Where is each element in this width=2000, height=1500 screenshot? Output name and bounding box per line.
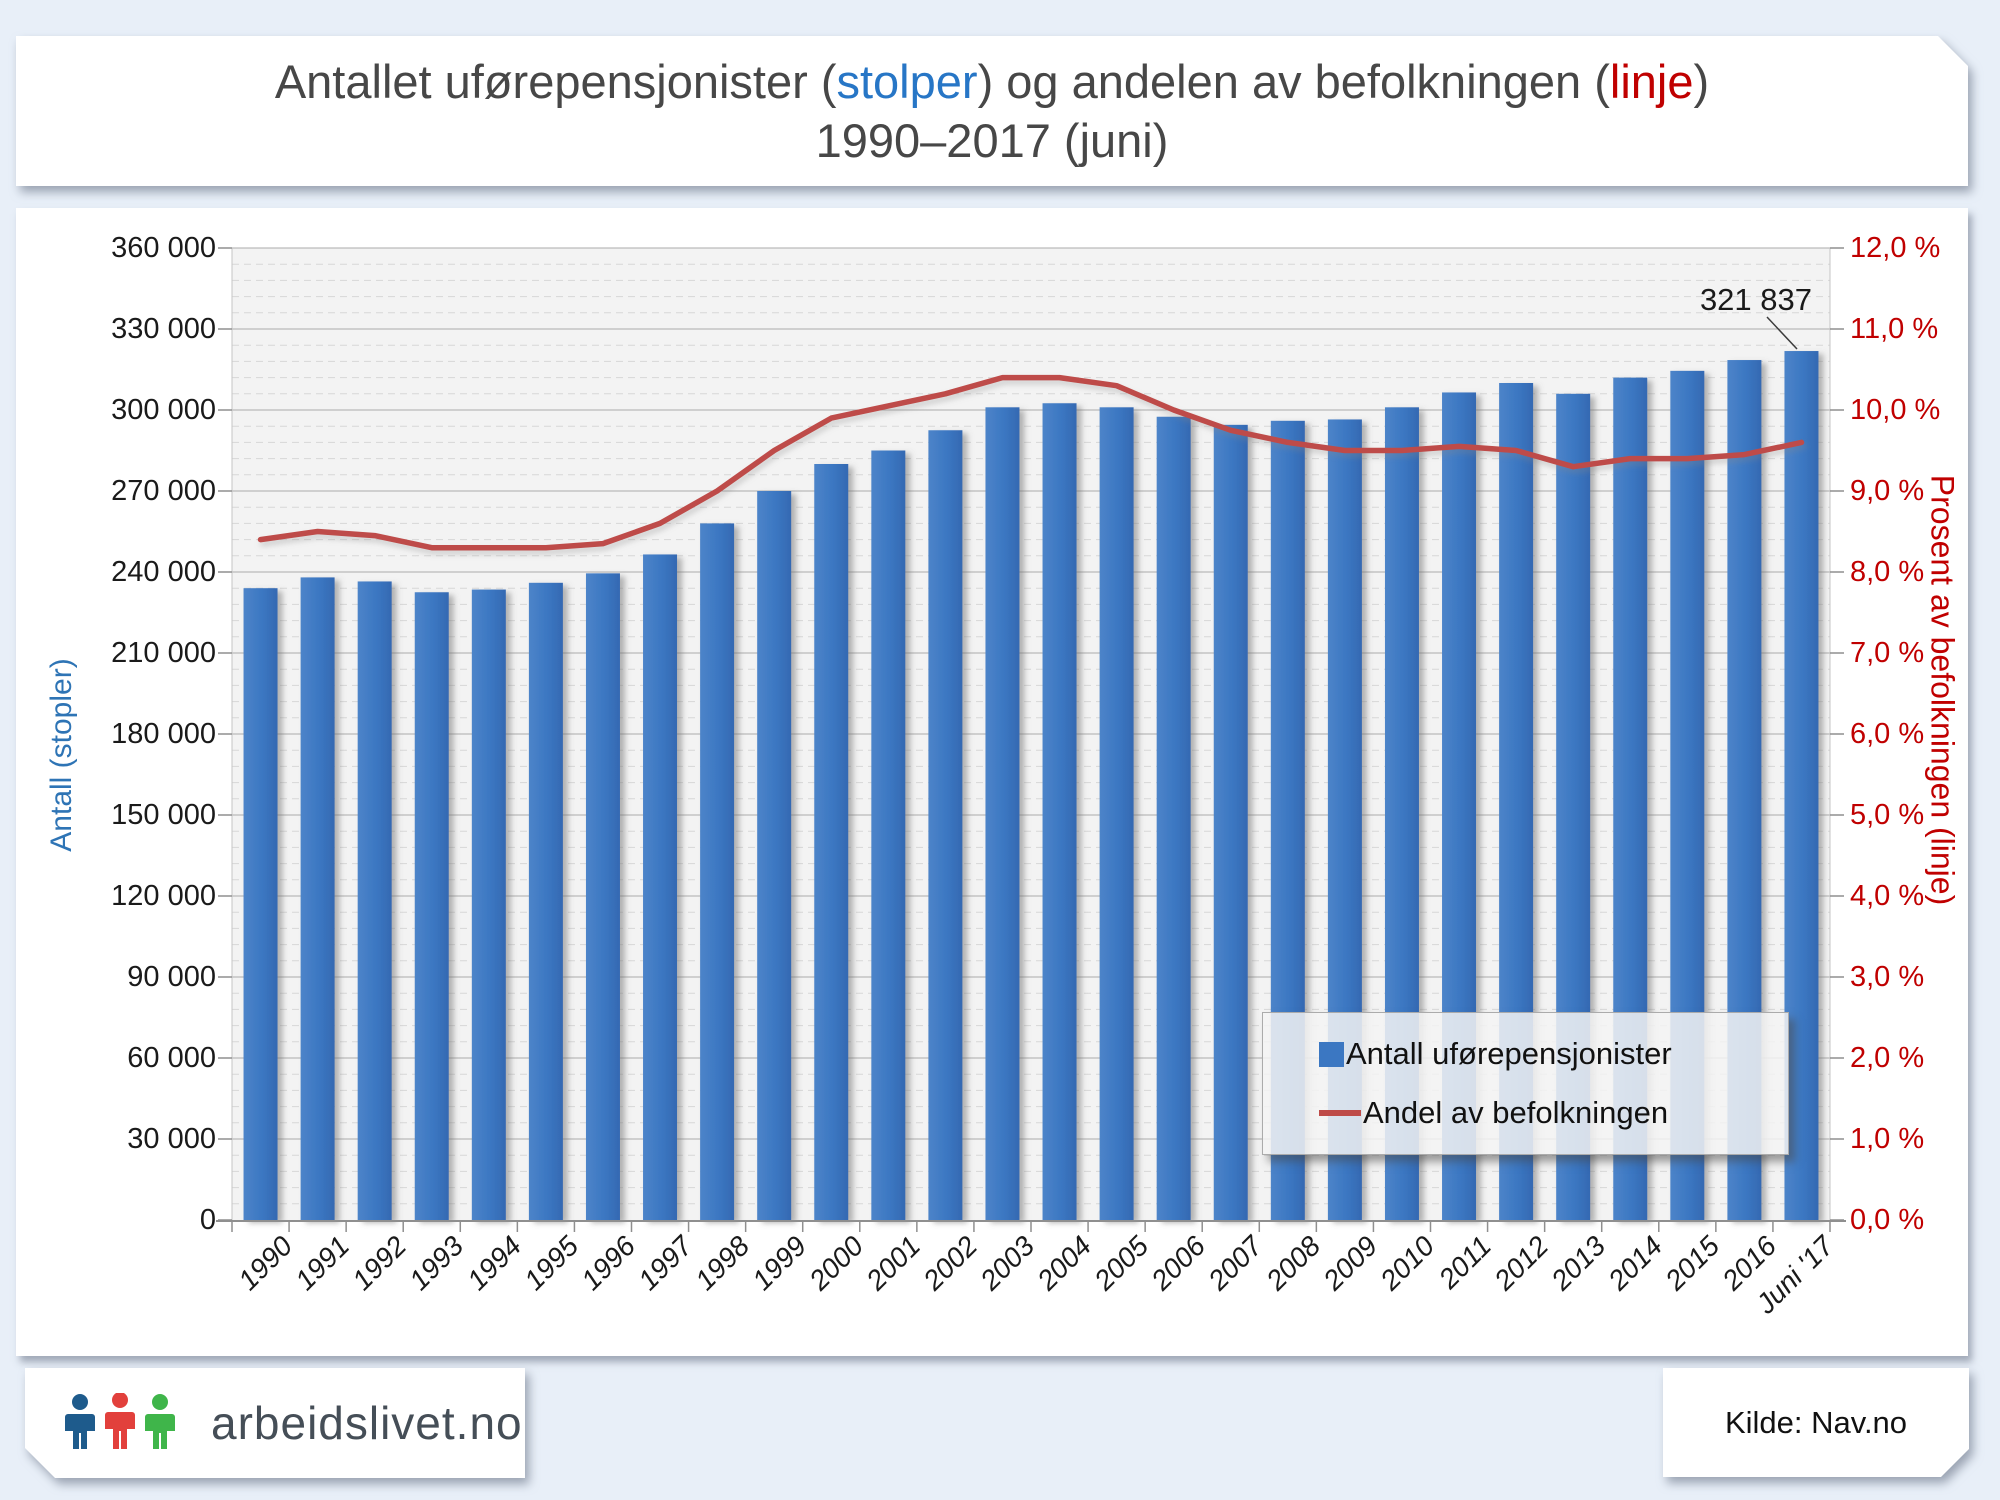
right-tick-label: 3,0 % [1850,961,1925,993]
title-part1: Antallet uførepensjonister ( [274,55,837,108]
person-icon-blue [65,1394,95,1449]
bar-1991 [300,577,335,1220]
bar-series-marker [1319,1041,1344,1067]
bar-2005 [1099,407,1134,1220]
bar-1990 [243,588,278,1220]
left-tick-label: 90 000 [127,961,216,993]
right-axis-title: Prosent av befolkningen (linje) [1924,474,1961,906]
bar-1995 [528,582,563,1220]
title-stolper-accent: stolper [836,55,978,108]
legend-item-bars: Antall uførepensjonister [1319,1036,1788,1072]
left-tick-label: 300 000 [111,394,216,426]
left-tick-label: 60 000 [127,1042,216,1074]
bar-2004 [1042,403,1077,1220]
right-tick-label: 8,0 % [1850,556,1925,588]
right-tick-label: 10,0 % [1850,394,1941,426]
bar-1996 [585,573,620,1220]
bar-1994 [471,589,506,1220]
right-tick-label: 5,0 % [1850,799,1925,831]
person-icon-red [105,1393,135,1449]
right-tick-label: 6,0 % [1850,718,1925,750]
legend-label-bars: Antall uførepensjonister [1346,1036,1672,1071]
right-tick-label: 0,0 % [1850,1204,1925,1236]
left-axis-title: Antall (stopler) [45,658,78,852]
left-tick-label: 150 000 [111,799,216,831]
bar-2007 [1213,424,1248,1221]
chart-title-line2: 1990–2017 (juni) [815,114,1169,167]
left-tick-label: 0 [199,1204,216,1236]
line-series-marker [1319,1110,1361,1116]
right-tick-label: 11,0 % [1850,313,1939,345]
left-tick-label: 210 000 [111,637,216,669]
title-part3: ) [1693,55,1710,108]
data-label-annotation: 321 837 [1699,282,1812,317]
annotation-leader-line [1766,316,1798,350]
legend: Antall uførepensjonister Andel av befolk… [1262,1012,1789,1155]
legend-label-line: Andel av befolkningen [1363,1095,1669,1130]
logo-card: arbeidslivet.no [25,1368,525,1478]
bar-1997 [643,554,678,1220]
right-tick-label: 1,0 % [1850,1123,1925,1155]
bar-Juni '17 [1784,351,1819,1220]
legend-item-line: Andel av befolkningen [1319,1095,1788,1131]
bar-2002 [928,430,963,1220]
right-tick-label: 2,0 % [1850,1042,1925,1074]
title-card: Antallet uførepensjonister (stolper) og … [16,36,1968,186]
left-tick-label: 270 000 [111,475,216,507]
left-tick-label: 120 000 [111,880,216,912]
bar-1998 [700,523,735,1220]
percent-line [257,374,1805,551]
left-tick-label: 180 000 [111,718,216,750]
bar-1992 [357,581,392,1220]
logo-text: arbeidslivet.no [211,1397,523,1449]
chart-title-line1: Antallet uførepensjonister (stolper) og … [16,36,1968,111]
source-card: Kilde: Nav.no [1663,1368,1969,1477]
bar-2001 [871,450,906,1220]
right-tick-label: 7,0 % [1850,637,1925,669]
bar-2003 [985,407,1020,1220]
source-text: Kilde: Nav.no [1724,1404,1908,1440]
people-logo-icon [63,1393,189,1453]
bar-1993 [414,592,449,1220]
left-tick-label: 240 000 [111,556,216,588]
title-linje-accent: linje [1609,55,1694,108]
left-tick-label: 360 000 [111,232,216,264]
right-tick-label: 12,0 % [1850,232,1941,264]
bar-2000 [814,464,849,1220]
person-icon-green [145,1394,175,1449]
left-tick-label: 330 000 [111,313,216,345]
right-tick-label: 9,0 % [1850,475,1925,507]
bar-2006 [1156,416,1191,1220]
left-tick-label: 30 000 [127,1123,216,1155]
title-part2: ) og andelen av befolkningen ( [977,55,1610,108]
bar-1999 [757,491,792,1220]
right-tick-label: 4,0 % [1850,880,1925,912]
